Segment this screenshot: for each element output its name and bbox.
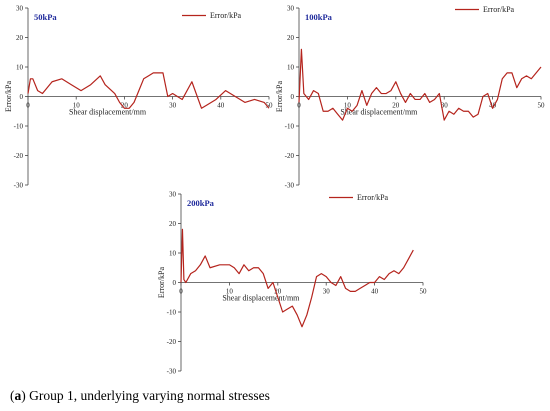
y-tick-label: 10 [169, 250, 177, 258]
x-tick-label: 20 [121, 102, 129, 110]
y-tick-label: 10 [16, 64, 24, 72]
y-tick-label: -20 [14, 152, 24, 160]
x-axis-title: Shear displacement/mm [69, 108, 147, 117]
x-tick-label: 0 [179, 288, 183, 296]
y-tick-label: 20 [287, 34, 295, 42]
figure-caption: (a) Group 1, underlying varying normal s… [10, 388, 270, 403]
series-line [298, 48, 542, 121]
chart-200kpa: -30 -20 -10 0 10 20 30 0 10 20 30 40 50 Error/kPa Shea… [157, 191, 427, 376]
x-tick-label: 50 [266, 102, 274, 110]
y-tick-label: 0 [291, 93, 295, 101]
caption-text: Group 1, underlying varying normal stres… [25, 388, 270, 403]
x-axis-title: Shear displacement/mm [222, 294, 300, 303]
legend-label: Error/kPa [357, 193, 389, 202]
y-axis-title: Error/kPa [157, 267, 166, 299]
x-tick-label: 30 [323, 288, 331, 296]
y-tick-label: -20 [285, 152, 295, 160]
y-tick-label: -10 [14, 123, 24, 131]
y-tick-label: -10 [167, 309, 177, 317]
y-tick-label: -30 [167, 368, 177, 376]
y-tick-label: 0 [173, 279, 177, 287]
x-tick-label: 0 [26, 102, 30, 110]
x-tick-label: 30 [169, 102, 177, 110]
x-tick-label: 40 [217, 102, 225, 110]
chart-title: 100kPa [305, 12, 333, 22]
y-tick-label: -30 [14, 182, 24, 190]
legend-label: Error/kPa [483, 5, 515, 14]
chart-50kpa: -30 -20 -10 0 10 20 30 0 10 20 30 40 50 Error/kPa Shea… [4, 5, 273, 190]
x-axis-title: Shear displacement/mm [340, 108, 418, 117]
x-tick-label: 50 [420, 288, 428, 296]
series-line [27, 72, 270, 109]
legend-label: Error/kPa [210, 11, 242, 20]
caption-letter: a [14, 388, 22, 403]
x-tick-label: 10 [73, 102, 81, 110]
y-tick-label: -10 [285, 123, 295, 131]
y-tick-label: 30 [287, 5, 295, 13]
y-tick-label: 20 [169, 220, 177, 228]
series-line [180, 228, 414, 328]
y-tick-label: -30 [285, 182, 295, 190]
chart-title: 50kPa [34, 12, 57, 22]
x-tick-label: 50 [538, 102, 546, 110]
y-axis-title: Error/kPa [275, 81, 284, 113]
x-tick-label: 40 [371, 288, 379, 296]
x-tick-label: 10 [226, 288, 234, 296]
chart-title: 200kPa [187, 198, 215, 208]
y-tick-label: 10 [287, 64, 295, 72]
y-tick-label: 30 [16, 5, 24, 13]
x-tick-label: 0 [297, 102, 301, 110]
y-axis-title: Error/kPa [4, 81, 13, 113]
y-tick-label: -20 [167, 338, 177, 346]
x-tick-label: 30 [441, 102, 449, 110]
x-tick-label: 40 [489, 102, 497, 110]
x-tick-label: 10 [344, 102, 352, 110]
x-tick-label: 20 [392, 102, 400, 110]
x-tick-label: 20 [274, 288, 282, 296]
chart-100kpa: -30 -20 -10 0 10 20 30 0 10 20 30 40 50 Error/kPa Shea… [275, 5, 545, 190]
y-tick-label: 20 [16, 34, 24, 42]
y-tick-label: 30 [169, 191, 177, 199]
y-tick-label: 0 [20, 93, 24, 101]
